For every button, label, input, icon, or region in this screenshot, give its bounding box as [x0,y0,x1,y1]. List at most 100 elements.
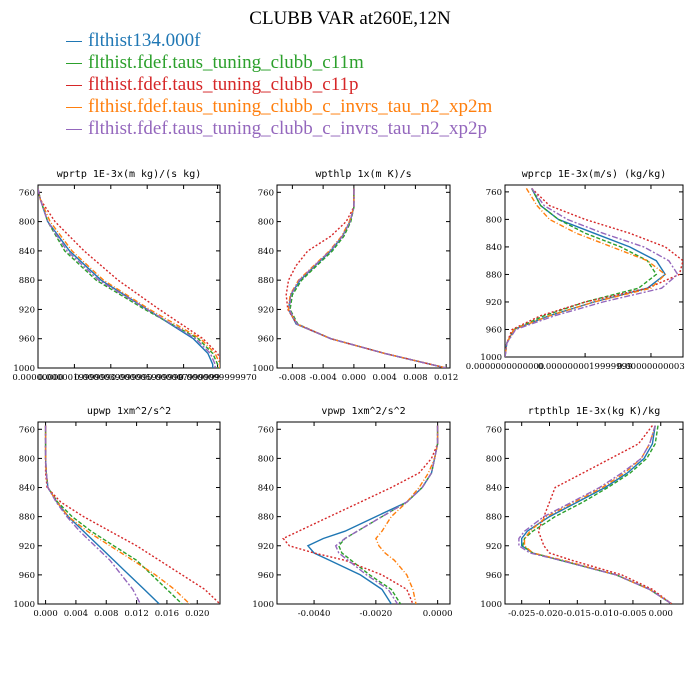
y-tick-label: 1000 [480,600,502,610]
y-tick-label: 880 [258,513,274,523]
chart-panel: wprtp 1E-3x(m kg)/(s kg) 760 800 840 880 920 9… [12,169,256,383]
x-tick-label: -0.008 [279,373,306,383]
y-tick-label: 1000 [252,600,274,610]
legend-label: flthist.fdef.taus_tuning_clubb_c11m [88,52,364,73]
x-tick-label: 0.0000000000000 [466,362,544,372]
y-tick-label: 840 [486,484,502,494]
panel-frame [37,421,221,605]
legend-label: flthist.fdef.taus_tuning_clubb_c_invrs_t… [88,96,493,117]
panel-title: wprcp 1E-3x(m/s) (kg/kg) [522,169,667,180]
y-tick-label: 760 [258,425,274,435]
panel-frame [37,184,221,369]
x-tick-label: 0.000003999999 [74,373,147,383]
series-line [38,188,216,368]
y-tick-label: 1000 [480,353,502,363]
panel-title: wpthlp 1x(m K)/s [315,169,411,180]
series-line [523,425,673,604]
series-line [282,425,439,604]
y-tick-label: 880 [486,270,502,280]
chart-panel: vpwp 1xm^2/s^2 760 800 840 880 920 960 1000 -0.0… [252,406,452,619]
series-line [518,425,673,604]
x-tick-label: 0.000 [649,609,673,619]
x-tick-label: -0.025 [508,609,535,619]
y-tick-label: 800 [486,215,502,225]
legend-swatch [66,63,82,65]
y-tick-label: 880 [19,276,35,286]
y-tick-label: 1000 [13,364,35,374]
panel-title: upwp 1xm^2/s^2 [87,406,171,417]
legend-label: flthist.fdef.taus_tuning_clubb_c_invrs_t… [88,118,487,139]
y-tick-label: 960 [19,335,35,345]
x-tick-label: 0.000007999999 [147,373,220,383]
x-tick-label: 0.0000 [423,609,453,619]
y-tick-label: 920 [486,298,502,308]
y-tick-label: 800 [19,218,35,228]
series-line [287,188,447,368]
series-line [287,188,447,368]
x-tick-label: 0.016 [155,609,179,619]
series-line [337,425,439,604]
series-line [44,425,142,604]
x-tick-label: 0.004 [64,609,88,619]
series-line [285,188,447,368]
x-tick-label: -0.020 [536,609,563,619]
x-tick-label: -0.0040 [298,609,331,619]
legend-label: flthist.fdef.taus_tuning_clubb_c11p [88,74,359,95]
chart-panel: wprcp 1E-3x(m/s) (kg/kg) 760 800 840 880 920 9… [466,169,685,372]
x-tick-label: 0.008 [403,373,427,383]
y-tick-label: 1000 [252,364,274,374]
x-tick-label: -0.015 [564,609,591,619]
panel-frame [276,184,451,369]
x-tick-label: 0.000 [33,609,57,619]
y-tick-label: 1000 [13,600,35,610]
x-tick-label: 0.000 [342,373,366,383]
x-tick-label: 0.0000099999970 [178,373,256,383]
x-tick-label: -0.010 [592,609,619,619]
x-tick-label: -0.005 [619,609,646,619]
series-line [522,425,673,604]
panel-frame [276,421,451,605]
series-line [44,425,220,604]
legend-item: flthist.fdef.taus_tuning_clubb_c11m [66,52,492,74]
legend-swatch [66,107,82,109]
y-tick-label: 760 [258,188,274,198]
y-tick-label: 760 [486,425,502,435]
series-line [38,188,220,361]
y-tick-label: 840 [258,247,274,257]
y-tick-label: 800 [258,218,274,228]
chart-panel: rtpthlp 1E-3x(kg K)/kg 760 800 840 880 920 960… [480,406,684,619]
y-tick-label: 960 [19,571,35,581]
chart-panel: wpthlp 1x(m K)/s 760 800 840 880 920 960 1000 -0… [252,169,458,383]
series-line [38,188,219,368]
y-tick-label: 840 [258,484,274,494]
y-tick-label: 880 [486,513,502,523]
legend-label: flthist134.000f [88,30,201,51]
x-tick-label: 0.0000000019999999 [538,362,633,372]
panel-title: rtpthlp 1E-3x(kg K)/kg [528,406,660,417]
y-tick-label: 960 [486,571,502,581]
y-tick-label: 960 [258,571,274,581]
y-tick-label: 760 [19,188,35,198]
y-tick-label: 840 [486,243,502,253]
series-line [505,188,667,357]
x-tick-label: 0.00000000 [12,373,63,383]
y-tick-label: 840 [19,484,35,494]
y-tick-label: 920 [258,305,274,315]
chart-panel: upwp 1xm^2/s^276080084088092096010000.00… [13,406,221,619]
page-title: CLUBB VAR at260E,12N [249,8,451,29]
legend-item: flthist.fdef.taus_tuning_clubb_c_invrs_t… [66,118,492,140]
series-line [505,187,683,357]
y-tick-label: 840 [19,247,35,257]
y-tick-label: 760 [486,188,502,198]
y-tick-label: 800 [486,454,502,464]
y-tick-label: 920 [486,542,502,552]
y-tick-label: 920 [19,305,35,315]
series-line [289,188,447,368]
legend-item: flthist.fdef.taus_tuning_clubb_c11p [66,74,492,96]
x-tick-label: 0.000005999999 [111,373,184,383]
y-tick-label: 920 [258,542,274,552]
series-line [505,188,667,357]
x-tick-label: 0.012 [434,373,458,383]
x-tick-label: 0.020 [185,609,209,619]
